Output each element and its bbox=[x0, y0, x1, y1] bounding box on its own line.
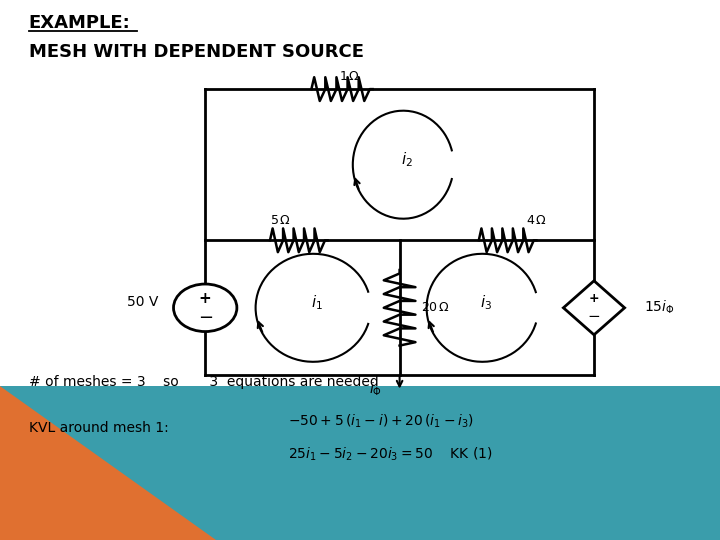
Text: $i_2$: $i_2$ bbox=[401, 150, 413, 168]
Text: $1\,\Omega$: $1\,\Omega$ bbox=[338, 70, 360, 83]
Text: +: + bbox=[589, 292, 599, 305]
Text: $-50+5\,(i_1-i)+20\,(i_1-i_3)$: $-50+5\,(i_1-i)+20\,(i_1-i_3)$ bbox=[288, 413, 474, 430]
Text: $i_1$: $i_1$ bbox=[311, 293, 323, 312]
Text: −: − bbox=[197, 308, 213, 327]
Text: $i_3$: $i_3$ bbox=[480, 293, 492, 312]
Polygon shape bbox=[0, 386, 720, 540]
Circle shape bbox=[174, 284, 237, 332]
Text: KVL around mesh 1:: KVL around mesh 1: bbox=[29, 421, 168, 435]
Text: −: − bbox=[588, 309, 600, 325]
Text: +: + bbox=[199, 291, 212, 306]
Text: $4\,\Omega$: $4\,\Omega$ bbox=[526, 214, 547, 227]
Polygon shape bbox=[563, 281, 624, 335]
Polygon shape bbox=[0, 0, 720, 386]
Text: $15i_\Phi$: $15i_\Phi$ bbox=[644, 299, 675, 316]
Text: 50 V: 50 V bbox=[127, 295, 158, 309]
Polygon shape bbox=[0, 386, 216, 540]
Text: $i_\Phi$: $i_\Phi$ bbox=[369, 381, 382, 398]
Text: # of meshes = 3    so       3  equations are needed: # of meshes = 3 so 3 equations are neede… bbox=[29, 375, 379, 389]
Text: $25i_1-5i_2-20i_3=50$    KK (1): $25i_1-5i_2-20i_3=50$ KK (1) bbox=[288, 446, 493, 463]
Text: $20\,\Omega$: $20\,\Omega$ bbox=[421, 301, 450, 314]
Text: EXAMPLE:: EXAMPLE: bbox=[29, 14, 130, 31]
Text: $5\,\Omega$: $5\,\Omega$ bbox=[270, 214, 292, 227]
Text: MESH WITH DEPENDENT SOURCE: MESH WITH DEPENDENT SOURCE bbox=[29, 43, 364, 61]
